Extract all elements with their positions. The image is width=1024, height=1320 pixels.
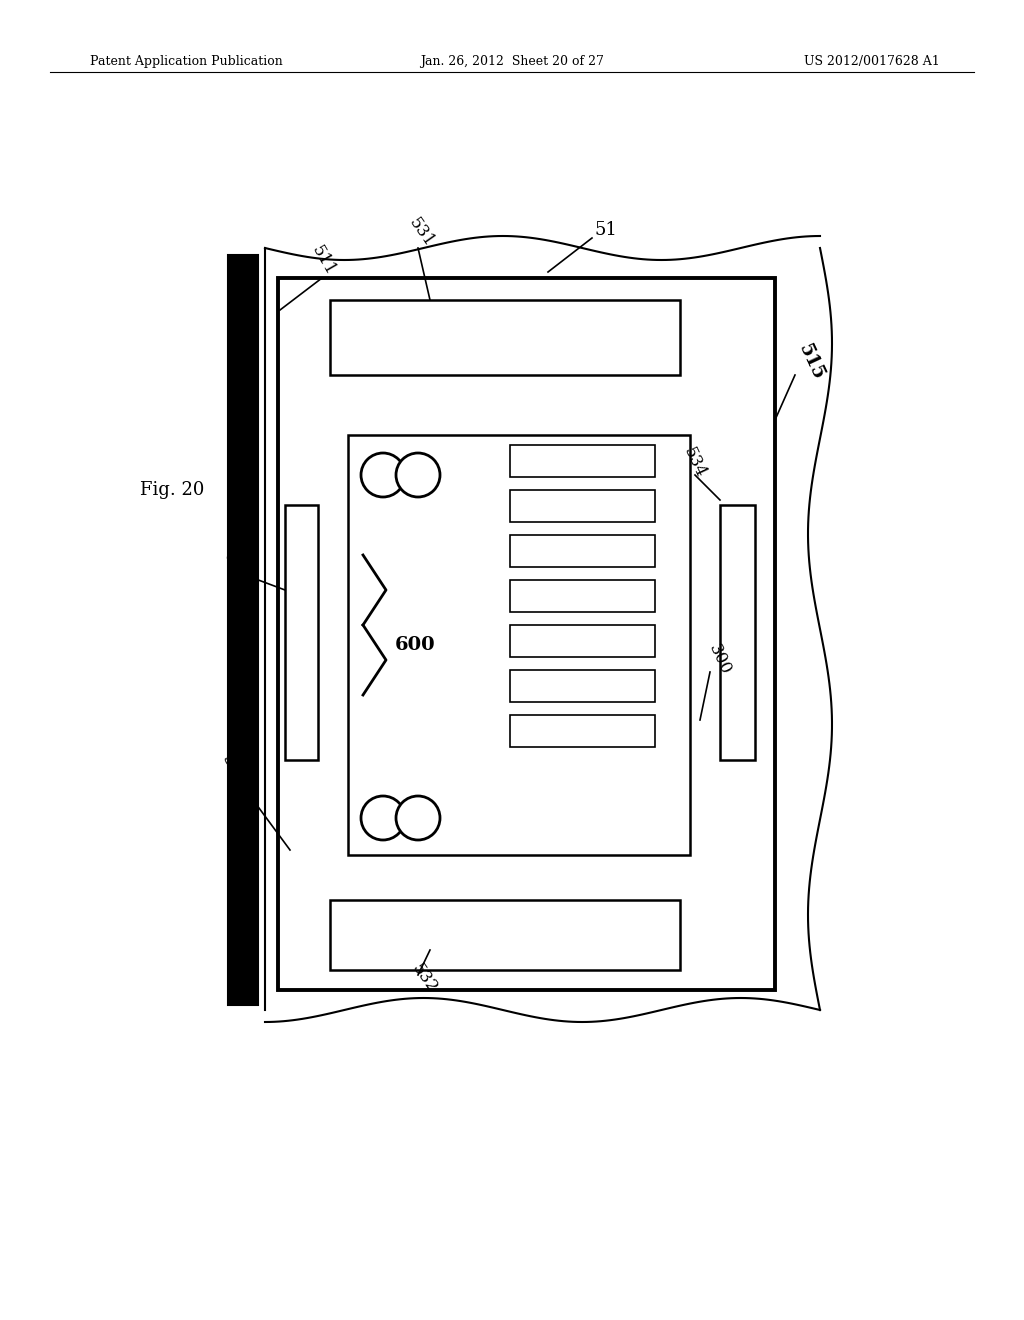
Circle shape <box>396 453 440 498</box>
Text: 512: 512 <box>218 752 247 788</box>
Text: 600: 600 <box>395 636 435 653</box>
Bar <box>285 506 318 760</box>
Bar <box>330 300 680 375</box>
Bar <box>510 624 655 657</box>
Text: 51: 51 <box>595 220 617 239</box>
Text: 515: 515 <box>795 341 827 383</box>
Text: 533: 533 <box>220 550 249 586</box>
Text: 532: 532 <box>408 960 440 995</box>
Bar <box>510 535 655 568</box>
Text: 300: 300 <box>705 642 734 678</box>
Circle shape <box>396 796 440 840</box>
Bar <box>330 900 680 970</box>
Bar <box>510 671 655 702</box>
Text: Jan. 26, 2012  Sheet 20 of 27: Jan. 26, 2012 Sheet 20 of 27 <box>420 55 604 69</box>
Text: Patent Application Publication: Patent Application Publication <box>90 55 283 69</box>
Bar <box>348 436 690 855</box>
Text: US 2012/0017628 A1: US 2012/0017628 A1 <box>804 55 940 69</box>
Text: 531: 531 <box>406 214 437 249</box>
Bar <box>510 445 655 477</box>
Bar <box>278 279 775 990</box>
Text: Fig. 20: Fig. 20 <box>140 480 205 499</box>
Text: 534: 534 <box>680 444 709 480</box>
Bar <box>228 255 258 1005</box>
Bar <box>720 506 755 760</box>
Circle shape <box>361 796 406 840</box>
Text: 511: 511 <box>308 242 339 279</box>
Bar <box>510 490 655 521</box>
Bar <box>510 579 655 612</box>
Bar <box>510 715 655 747</box>
Circle shape <box>361 453 406 498</box>
